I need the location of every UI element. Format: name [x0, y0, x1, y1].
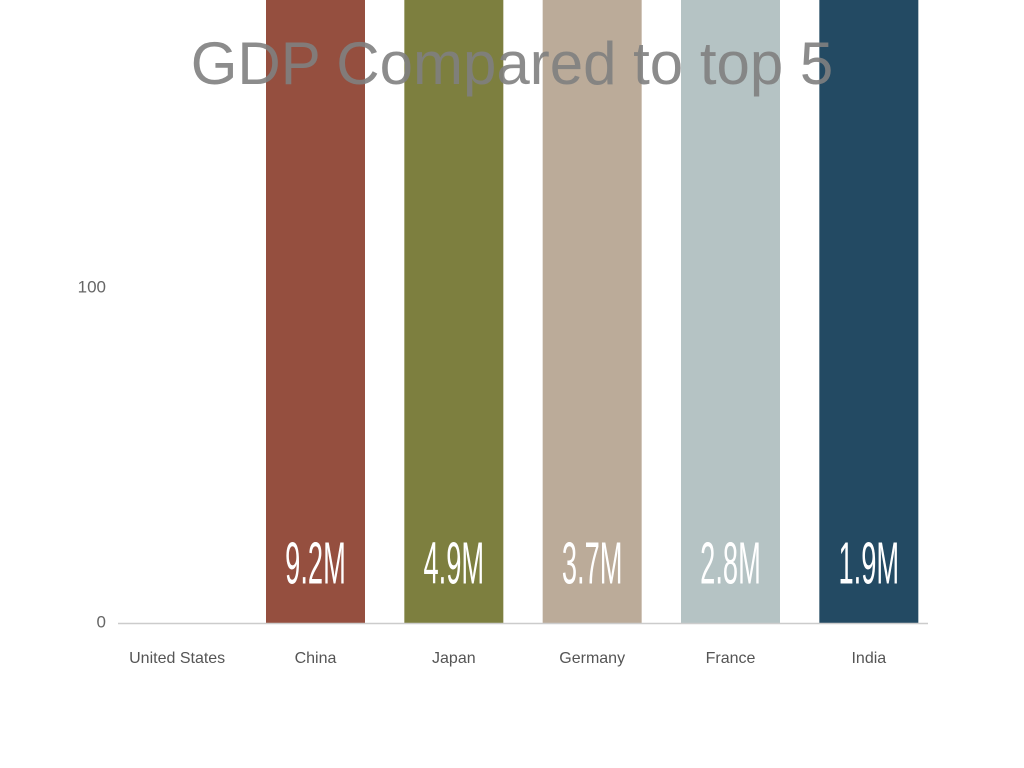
value-label: 1.9M — [839, 530, 900, 597]
plot-area — [266, 0, 919, 623]
bar — [681, 0, 780, 623]
chart-title: GDP Compared to top 5 — [191, 30, 834, 97]
x-tick-label: United States — [129, 650, 225, 667]
bar — [266, 0, 365, 623]
x-tick-label: Germany — [559, 650, 625, 667]
bar — [404, 0, 504, 623]
value-label: 9.2M — [285, 530, 346, 597]
x-tick-label: India — [851, 650, 886, 667]
bar — [542, 0, 642, 623]
x-tick-label: France — [706, 650, 756, 667]
labels: 0 100 United States 16.8M China 9.2M Japan 4.9M… — [78, 278, 900, 668]
value-label: 16.8M — [139, 530, 215, 597]
bar — [819, 0, 919, 623]
value-label: 3.7M — [562, 530, 623, 597]
y-tick-label: 0 — [97, 612, 106, 631]
x-tick-label: Japan — [432, 650, 476, 667]
x-tick-label: China — [295, 650, 337, 667]
y-tick-label: 100 — [78, 278, 106, 297]
value-label: 2.8M — [700, 530, 761, 597]
value-label: 4.9M — [424, 530, 485, 597]
